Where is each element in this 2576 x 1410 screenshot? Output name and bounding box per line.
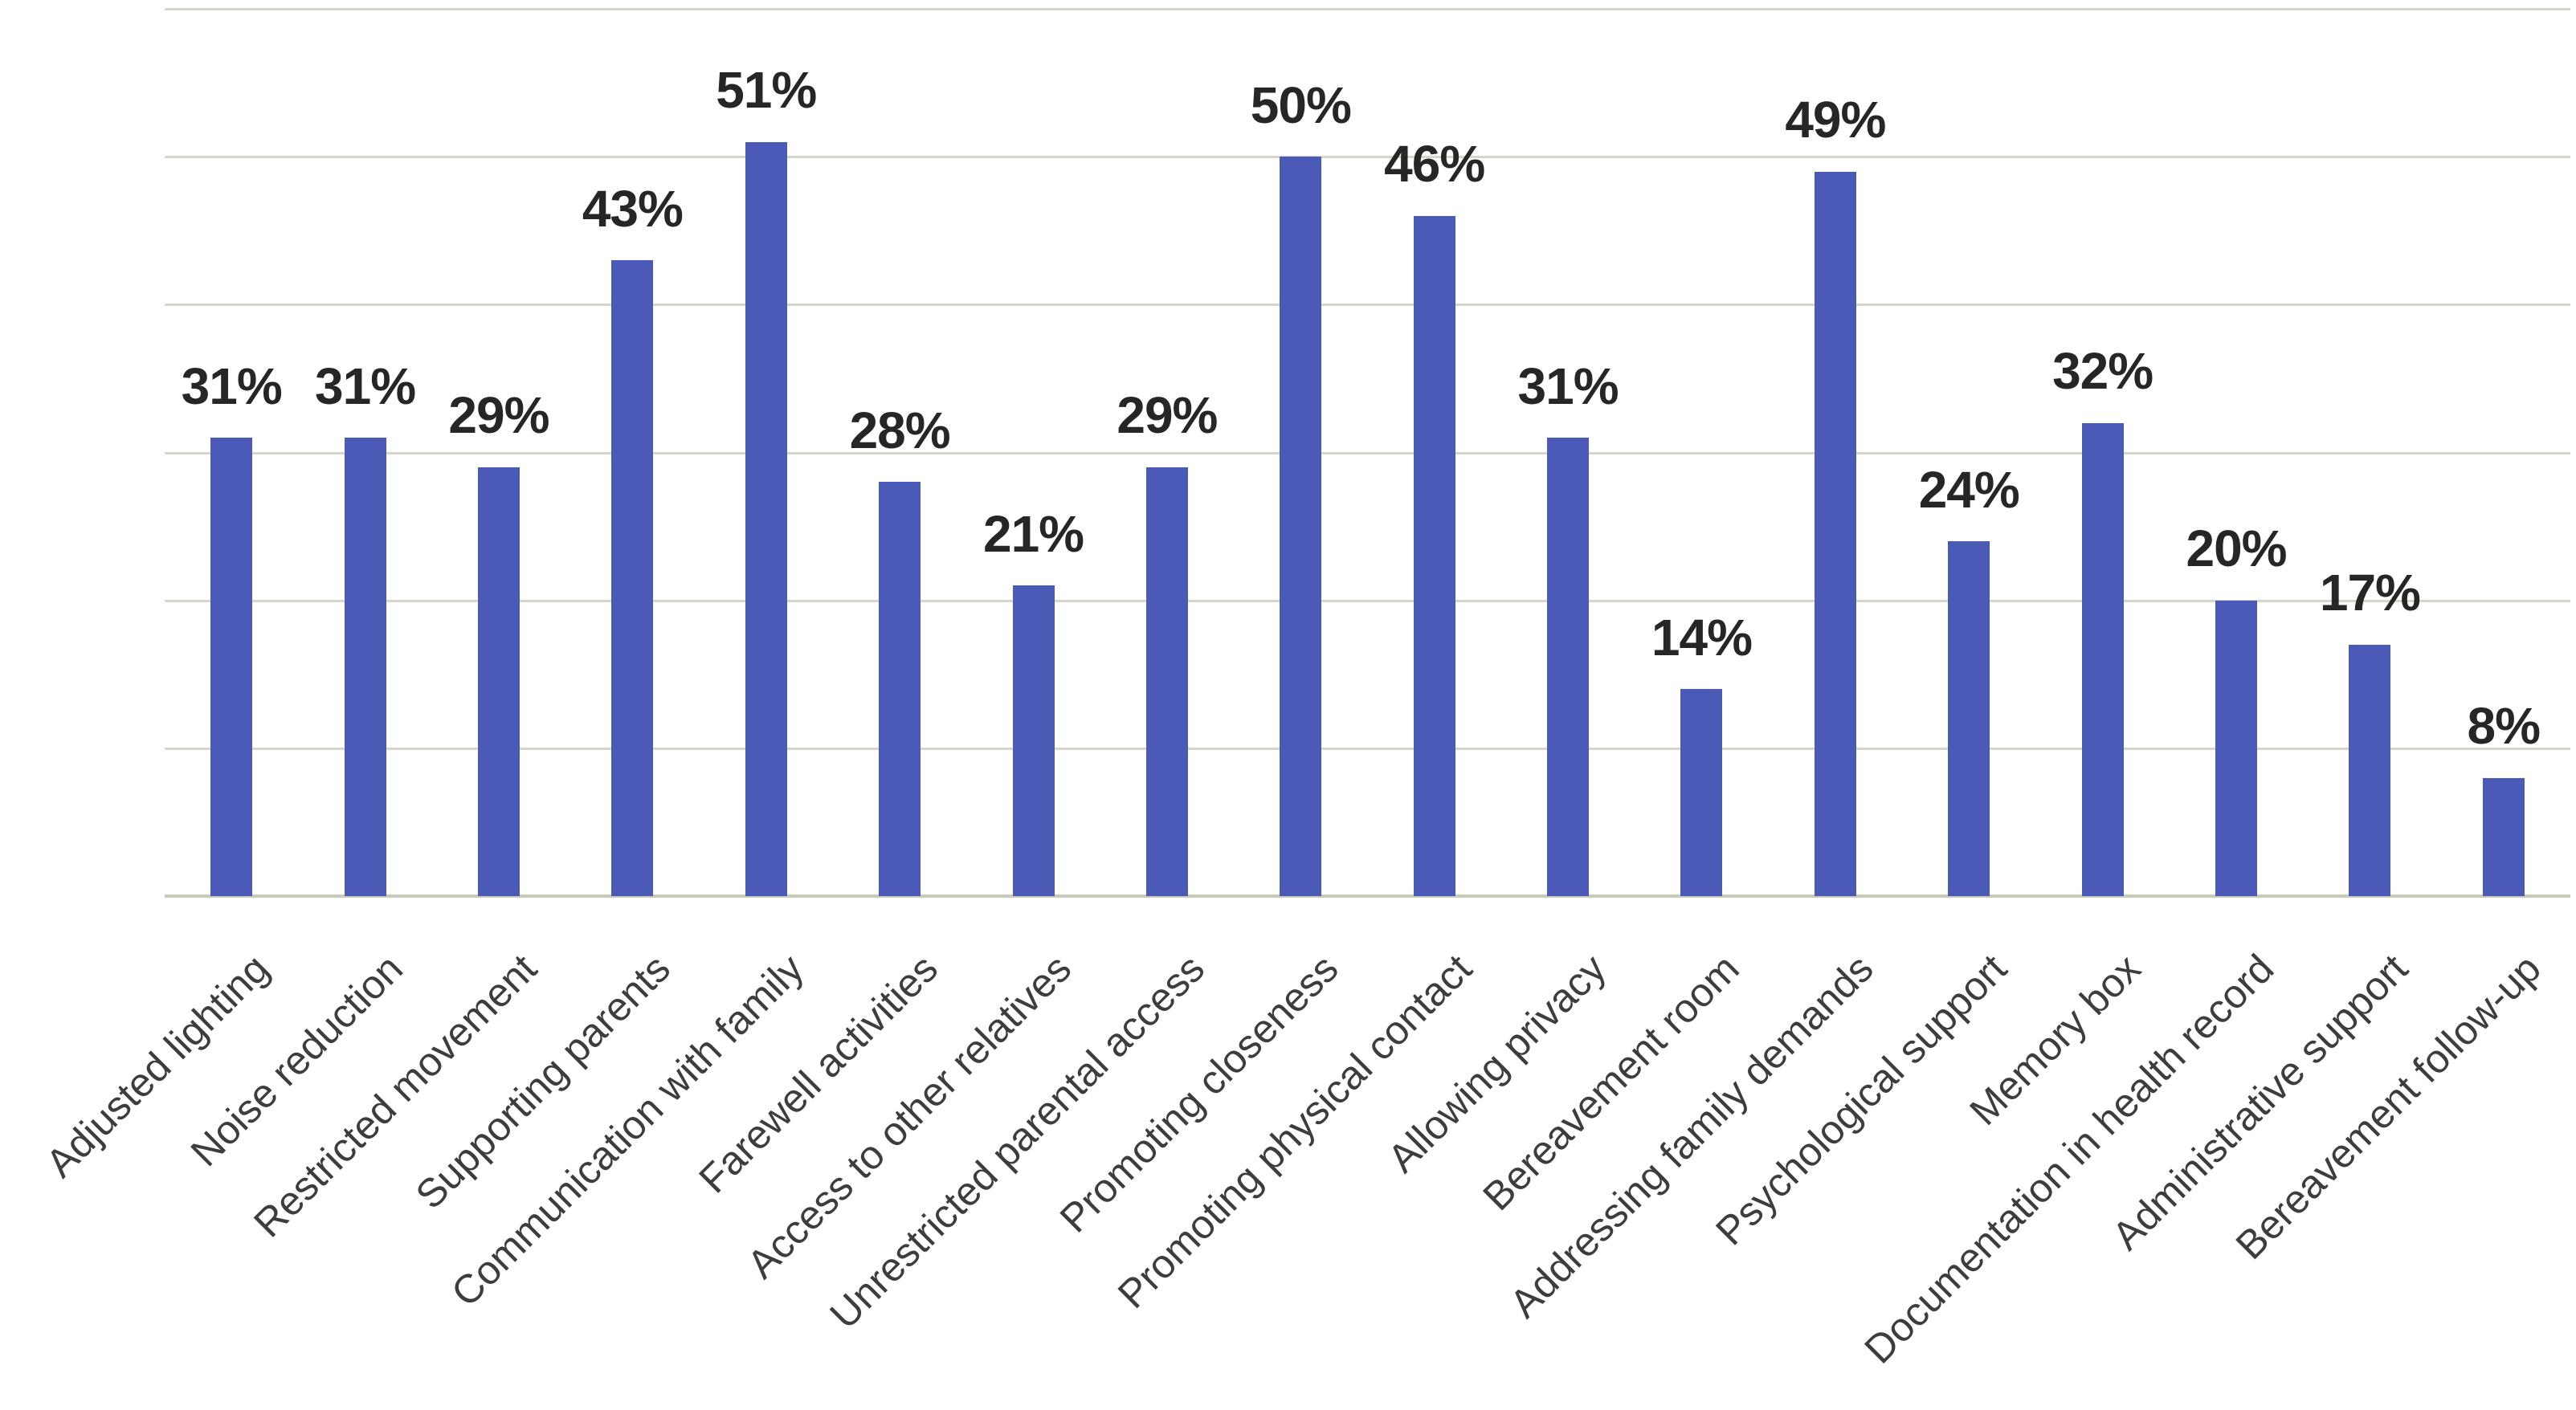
bar	[1814, 171, 1856, 896]
bar	[1145, 467, 1188, 896]
bar-value-label: 14%	[1651, 608, 1753, 666]
bar	[344, 438, 386, 896]
bar-value-label: 49%	[1785, 91, 1886, 149]
bar-value-label: 31%	[1517, 357, 1619, 415]
plot-area: 31% 31% 29% 43% 51% 28% 21% 29% 50% 46% 31% 14% 49% 2…	[165, 8, 2570, 898]
bar-value-label: 32%	[2052, 342, 2153, 401]
bar	[2081, 422, 2124, 896]
bar-value-label: 28%	[849, 401, 951, 459]
bar	[1413, 215, 1455, 896]
bar-value-label: 31%	[181, 357, 283, 415]
bar	[210, 438, 253, 896]
x-axis-label: Adjusted lighting	[37, 945, 278, 1186]
gridline	[165, 304, 2570, 307]
bar-value-label: 50%	[1250, 75, 1352, 134]
x-axis-line	[165, 894, 2570, 898]
bar	[879, 482, 921, 896]
bar	[1280, 157, 1322, 896]
bar-value-label: 21%	[982, 504, 1084, 563]
bar	[1948, 541, 1990, 896]
bar-value-label: 29%	[448, 386, 549, 445]
gridline	[165, 156, 2570, 159]
gridline	[165, 599, 2570, 602]
bar-value-label: 20%	[2186, 520, 2287, 578]
bar	[2482, 777, 2525, 896]
gridline	[165, 451, 2570, 454]
bar-value-label: 43%	[582, 179, 684, 238]
bar	[2349, 644, 2391, 896]
bar	[2215, 600, 2258, 896]
bar	[745, 141, 787, 896]
bar	[1680, 689, 1723, 896]
bar-value-label: 17%	[2319, 564, 2421, 622]
bar	[611, 260, 654, 896]
bar-value-label: 51%	[716, 61, 817, 120]
bar-value-label: 29%	[1117, 386, 1218, 445]
bar-value-label: 31%	[315, 357, 416, 415]
gridline	[165, 8, 2570, 10]
x-axis-label: Bereavement room	[1474, 945, 1748, 1220]
gridline	[165, 747, 2570, 750]
bar	[1547, 438, 1590, 896]
bar	[1012, 585, 1055, 896]
bar-value-label: 46%	[1384, 135, 1485, 194]
bar	[477, 467, 520, 896]
x-axis-label: Supporting parents	[406, 945, 679, 1218]
bar-value-label: 24%	[1918, 460, 2020, 519]
bar-value-label: 8%	[2467, 697, 2541, 756]
x-axis-label: Farewell activities	[690, 945, 946, 1202]
